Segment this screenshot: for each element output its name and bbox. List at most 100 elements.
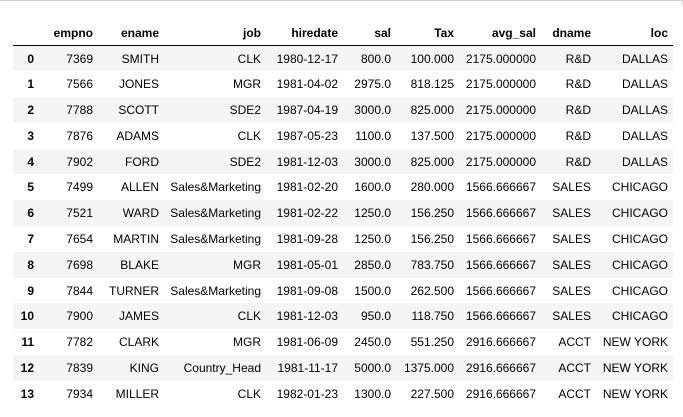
cell-hiredate: 1981-06-09 — [276, 335, 338, 350]
cell-hiredate: 1982-01-23 — [276, 386, 338, 401]
cell-avg-sal: 1566.666667 — [465, 206, 536, 221]
cell-hiredate: 1981-12-03 — [276, 309, 338, 324]
row-index: 7 — [27, 231, 34, 246]
cell-ename: WARD — [122, 206, 159, 221]
cell-loc: CHICAGO — [611, 180, 668, 195]
cell-ename: FORD — [125, 154, 159, 169]
cell-dname: R&D — [565, 51, 591, 66]
table-row: 3 7876 ADAMS CLK 1987-05-23 1100.0 137.500 2175… — [13, 123, 673, 149]
cell-empno: 7499 — [66, 180, 93, 195]
cell-job: Sales&Marketing — [170, 206, 261, 221]
cell-empno: 7698 — [66, 257, 93, 272]
cell-empno: 7788 — [66, 102, 93, 117]
dataframe-output: empno ename job hiredate sal Tax avg_sal dname l… — [13, 20, 673, 407]
cell-sal: 2450.0 — [354, 335, 391, 350]
table-row: 12 7839 KING Country_Head 1981-11-17 5000.0 13… — [13, 355, 673, 381]
cell-sal: 5000.0 — [354, 360, 391, 375]
cell-sal: 1100.0 — [355, 128, 391, 143]
cell-tax: 118.750 — [411, 309, 455, 324]
cell-hiredate: 1981-05-01 — [276, 257, 338, 272]
cell-ename: MARTIN — [113, 231, 159, 246]
cell-loc: NEW YORK — [602, 335, 668, 350]
cell-tax: 137.500 — [410, 128, 454, 143]
cell-avg-sal: 2175.000000 — [465, 77, 536, 92]
cell-hiredate: 1981-09-08 — [276, 283, 338, 298]
cell-dname: R&D — [565, 77, 591, 92]
cell-dname: SALES — [552, 180, 591, 195]
cell-avg-sal: 2175.000000 — [465, 154, 536, 169]
column-header-avg-sal: avg_sal — [459, 20, 541, 46]
table-body: 0 7369 SMITH CLK 1980-12-17 800.0 100.000 2175.… — [13, 45, 673, 407]
cell-empno: 7844 — [66, 283, 93, 298]
row-index: 9 — [27, 283, 34, 298]
cell-job: Country_Head — [183, 360, 261, 375]
cell-tax: 1375.000 — [403, 360, 454, 375]
table-row: 7 7654 MARTIN Sales&Marketing 1981-09-28 1250… — [13, 226, 673, 252]
cell-empno: 7782 — [66, 335, 93, 350]
cell-loc: DALLAS — [621, 77, 668, 92]
cell-tax: 551.250 — [410, 335, 454, 350]
cell-avg-sal: 2916.666667 — [465, 386, 536, 401]
cell-job: MGR — [233, 257, 261, 272]
cell-tax: 156.250 — [410, 206, 454, 221]
cell-empno: 7654 — [66, 231, 93, 246]
row-index: 12 — [20, 360, 34, 375]
cell-loc: NEW YORK — [602, 386, 668, 401]
cell-tax: 100.000 — [410, 51, 454, 66]
cell-tax: 156.250 — [410, 231, 454, 246]
cell-loc: NEW YORK — [602, 360, 668, 375]
cell-loc: CHICAGO — [611, 231, 668, 246]
row-index: 8 — [27, 257, 34, 272]
table-row: 10 7900 JAMES CLK 1981-12-03 950.0 118.750 1566… — [13, 303, 673, 330]
cell-empno: 7839 — [66, 360, 93, 375]
column-header-empno: empno — [39, 20, 98, 46]
cell-job: SDE2 — [229, 154, 261, 169]
cell-ename: SMITH — [121, 51, 159, 66]
cell-empno: 7934 — [66, 386, 93, 401]
cell-hiredate: 1981-02-20 — [276, 180, 338, 195]
cell-dname: SALES — [552, 257, 591, 272]
cell-sal: 1500.0 — [354, 283, 391, 298]
cell-tax: 783.750 — [410, 257, 454, 272]
cell-job: CLK — [237, 128, 261, 143]
cell-ename: ALLEN — [120, 180, 159, 195]
cell-loc: DALLAS — [621, 51, 668, 66]
cell-job: Sales&Marketing — [170, 283, 261, 298]
dataframe-table: empno ename job hiredate sal Tax avg_sal dname l… — [13, 20, 673, 407]
column-header-tax: Tax — [396, 20, 459, 46]
cell-dname: SALES — [552, 231, 591, 246]
cell-avg-sal: 2175.000000 — [465, 128, 536, 143]
row-index: 2 — [27, 102, 34, 117]
cell-empno: 7900 — [66, 309, 93, 324]
column-header-ename: ename — [98, 20, 164, 46]
cell-sal: 1300.0 — [354, 386, 391, 401]
cell-loc: DALLAS — [621, 128, 668, 143]
cell-dname: SALES — [552, 283, 591, 298]
cell-loc: CHICAGO — [611, 283, 668, 298]
cell-sal: 3000.0 — [354, 102, 391, 117]
cell-avg-sal: 1566.666667 — [465, 309, 536, 324]
row-index: 5 — [27, 180, 34, 195]
cell-ename: SCOTT — [118, 102, 159, 117]
table-row: 1 7566 JONES MGR 1981-04-02 2975.0 818.125 2175… — [13, 71, 673, 97]
output-area-border — [0, 0, 683, 4]
cell-tax: 280.000 — [410, 180, 454, 195]
row-index: 4 — [27, 154, 34, 169]
cell-job: CLK — [237, 51, 261, 66]
cell-job: CLK — [237, 386, 261, 401]
table-header-row: empno ename job hiredate sal Tax avg_sal dname l… — [13, 20, 673, 46]
column-header-index — [13, 20, 39, 46]
cell-sal: 2850.0 — [354, 257, 391, 272]
cell-dname: SALES — [552, 206, 591, 221]
cell-job: MGR — [233, 335, 261, 350]
cell-loc: CHICAGO — [611, 309, 668, 324]
cell-tax: 227.500 — [410, 386, 454, 401]
cell-dname: R&D — [565, 128, 591, 143]
cell-avg-sal: 2175.000000 — [465, 51, 536, 66]
cell-hiredate: 1981-09-28 — [276, 231, 338, 246]
cell-job: MGR — [233, 77, 261, 92]
row-index: 13 — [20, 386, 34, 401]
cell-dname: SALES — [552, 309, 591, 324]
cell-dname: ACCT — [558, 386, 591, 401]
cell-dname: ACCT — [558, 360, 591, 375]
